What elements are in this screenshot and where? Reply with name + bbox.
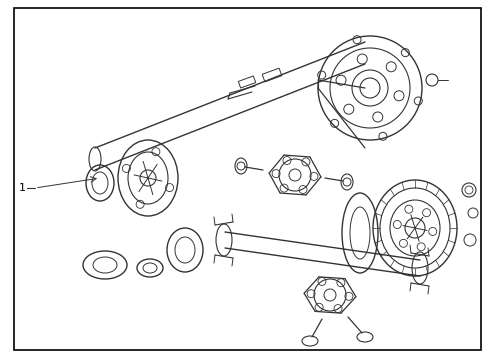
- Polygon shape: [238, 76, 255, 88]
- Polygon shape: [262, 68, 281, 82]
- Text: 1: 1: [19, 183, 25, 193]
